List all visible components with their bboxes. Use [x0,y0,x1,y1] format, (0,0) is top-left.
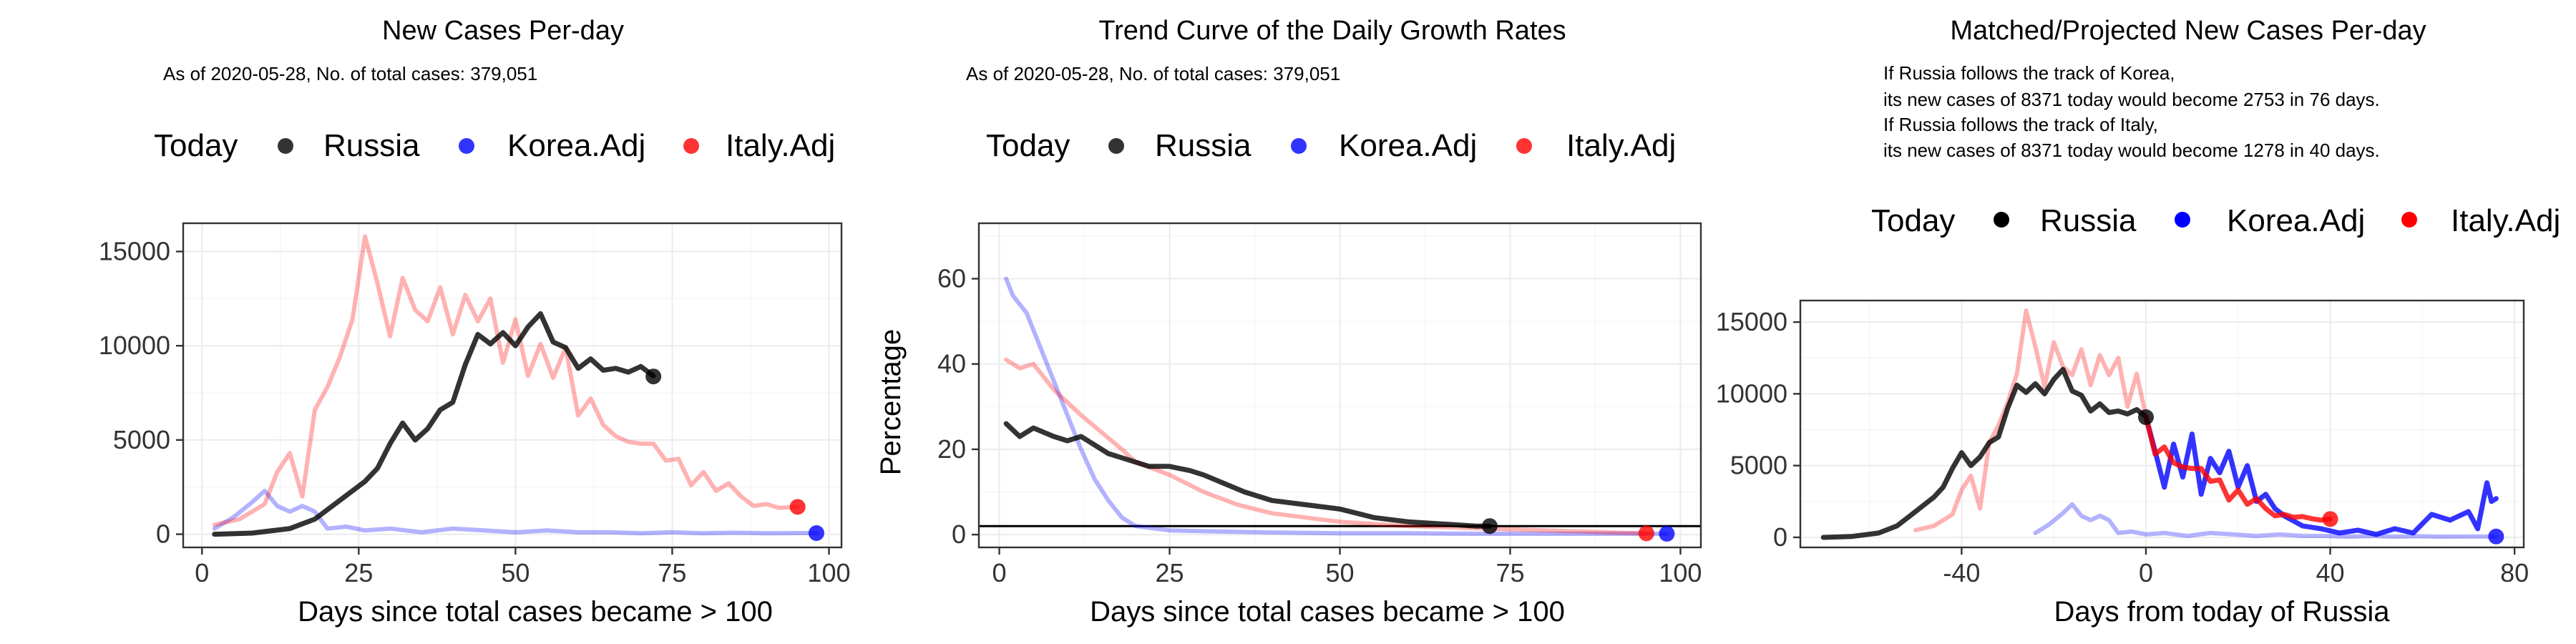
legend-marker-italy [683,138,699,154]
series-line-korea-adj-projected [2143,414,2499,537]
legend-label-italy: Italy.Adj [726,128,835,163]
series-line-italy-adj-history [1913,308,2148,532]
chart-title: Trend Curve of the Daily Growth Rates [1098,16,1566,46]
plot-frame [182,222,843,549]
x-axis-label: Days since total cases became > 100 [298,596,773,628]
legend-marker-italy [2401,212,2417,228]
endpoint-marker-russia [1481,518,1498,535]
x-tick-label: 75 [1496,558,1524,587]
y-tick-label: 15000 [99,237,170,266]
legend-label-korea: Korea.Adj [1339,128,1477,163]
endpoint-marker-korea-adj [1659,525,1675,542]
chart-subtitle: As of 2020-05-28, No. of total cases: 37… [163,63,537,84]
legend-label-russia: Russia [1155,128,1252,163]
legend-title: Today [1871,203,1955,238]
endpoint-marker-korea-adj [808,525,824,541]
panel-growth-rates: Trend Curve of the Daily Growth Rates As… [875,16,1702,628]
y-tick-label: 15000 [1716,307,1787,336]
y-tick-label: 0 [952,519,966,549]
y-tick-label: 10000 [99,331,170,360]
series-line-russia [1820,366,2149,540]
legend-label-russia: Russia [2040,203,2137,238]
x-tick-label: 75 [658,558,686,587]
chart-title: Matched/Projected New Cases Per-day [1950,16,2426,46]
series-line-korea-adj [212,489,819,536]
plot-area: 0 25 50 75 100 0 20 40 60 [937,222,1702,587]
note-line: If Russia follows the track of Korea, [1883,62,2175,84]
legend-marker-russia [1994,212,2009,228]
chart-subtitle: As of 2020-05-28, No. of total cases: 37… [966,63,1340,84]
legend-marker-korea [459,138,474,154]
y-tick-label: 0 [1773,522,1787,552]
plot-area: 0 25 50 75 100 0 5000 10000 15000 [99,222,851,587]
x-tick-label: -40 [1943,558,1980,587]
legend-title: Today [986,128,1070,163]
legend-label-korea: Korea.Adj [507,128,645,163]
x-tick-label: 100 [1659,558,1702,587]
x-tick-label: 25 [344,558,373,587]
y-tick-label: 5000 [113,425,170,454]
series-line-italy-adj [1004,357,1649,536]
y-tick-label: 60 [937,263,966,293]
plot-frame [1799,299,2525,549]
legend-label-russia: Russia [323,128,420,163]
plot-area: -40 0 40 80 0 5000 10000 15000 [1716,299,2529,587]
legend-marker-italy [1516,138,1532,154]
panel-new-cases: New Cases Per-day As of 2020-05-28, No. … [99,16,851,628]
note-line: If Russia follows the track of Italy, [1883,114,2158,135]
legend-title: Today [154,128,238,163]
x-tick-label: 50 [1325,558,1354,587]
endpoint-marker-russia [645,369,662,385]
x-tick-label: 40 [2316,558,2345,587]
x-axis-label: Days from today of Russia [2054,596,2390,628]
x-tick-label: 80 [2500,558,2529,587]
endpoint-marker-russia [2137,409,2154,426]
x-tick-label: 100 [807,558,850,587]
x-axis-label: Days since total cases became > 100 [1090,596,1565,628]
note-line: its new cases of 8371 today would become… [1883,89,2380,110]
series-line-korea-adj-history [2033,502,2499,539]
endpoint-marker-korea-adj-history [2488,528,2504,545]
y-tick-label: 40 [937,349,966,379]
x-tick-label: 25 [1156,558,1184,587]
y-tick-label: 20 [937,434,966,464]
legend-label-italy: Italy.Adj [1566,128,1676,163]
series-line-italy-adj [212,234,800,527]
y-tick-label: 10000 [1716,379,1787,408]
y-tick-label: 0 [156,519,170,549]
series-line-russia [212,311,656,537]
chart-title: New Cases Per-day [382,16,624,46]
x-tick-label: 0 [195,558,209,587]
endpoint-marker-italy-adj [1638,525,1654,542]
panel-projected: Matched/Projected New Cases Per-day If R… [1716,16,2560,628]
legend: Today Russia Korea.Adj Italy.Adj [1871,203,2560,238]
legend-marker-russia [1108,138,1124,154]
endpoint-marker-italy-adj-projected [2322,511,2338,527]
y-tick-label: 5000 [1730,451,1787,480]
note-line: its new cases of 8371 today would become… [1883,140,2380,161]
y-axis-label: Percentage [875,329,907,476]
x-tick-label: 0 [2139,558,2153,587]
series-line-korea-adj [1004,276,1669,536]
legend-label-italy: Italy.Adj [2451,203,2560,238]
legend-marker-korea [2175,212,2190,228]
series-line-russia [1003,421,1493,529]
x-tick-label: 50 [501,558,530,587]
x-tick-label: 0 [992,558,1007,587]
series-line-italy-adj-projected [2143,414,2333,523]
legend-marker-russia [278,138,293,154]
legend-label-korea: Korea.Adj [2227,203,2365,238]
legend: Today Russia Korea.Adj Italy.Adj [154,128,835,163]
legend: Today Russia Korea.Adj Italy.Adj [986,128,1676,163]
endpoint-marker-italy-adj [789,499,806,515]
plot-frame [977,222,1702,549]
legend-marker-korea [1291,138,1307,154]
